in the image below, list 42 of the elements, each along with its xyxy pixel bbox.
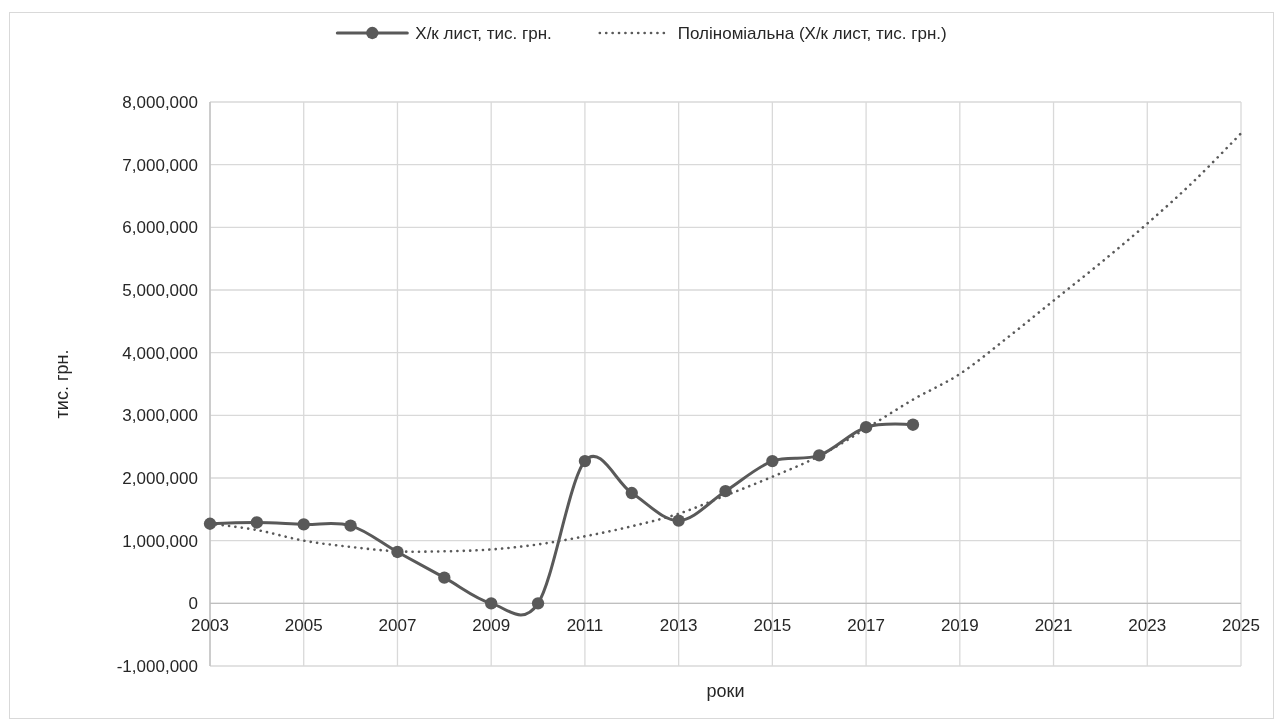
y-tick-label: 8,000,000 [122,92,198,112]
x-tick-label: 2017 [847,616,885,636]
point [719,484,732,498]
point [578,454,592,468]
y-tick-label: 3,000,000 [122,406,198,426]
y-tick-label: 6,000,000 [122,218,198,238]
point [766,454,779,468]
y-tick-label: 4,000,000 [122,343,198,363]
point [203,517,217,530]
point [250,516,264,529]
y-tick-label: 2,000,000 [122,468,198,488]
point [391,545,404,559]
x-tick-label: 2009 [472,616,511,636]
point [859,421,873,434]
y-tick-label: 5,000,000 [122,280,198,300]
point [906,418,920,431]
x-tick-label: 2005 [284,616,323,636]
x-tick-label: 2021 [1034,616,1073,636]
point [438,571,451,584]
point [531,597,545,610]
point [297,518,310,531]
y-tick-label: 0 [188,594,198,614]
point [672,514,685,527]
x-tick-label: 2003 [191,616,229,636]
x-axis-title: роки [706,681,745,702]
x-tick-label: 2007 [378,616,417,636]
point [625,486,638,500]
x-tick-label: 2011 [566,616,604,636]
x-tick-label: 2013 [659,616,698,636]
x-tick-label: 2025 [1222,616,1260,636]
legend-label: Х/к лист, тис. грн. [415,23,552,43]
x-tick-label: 2023 [1128,616,1167,636]
y-tick-label: -1,000,000 [116,656,198,676]
point [344,519,357,532]
y-tick-label: 7,000,000 [122,155,198,175]
legend-label: Поліноміальна (Х/к лист, тис. грн.) [677,23,947,43]
point [813,449,826,462]
x-tick-label: 2015 [753,616,792,636]
x-tick-label: 2019 [940,616,979,636]
y-axis-title: тис. грн. [52,349,73,419]
y-tick-label: 1,000,000 [122,531,198,551]
point [485,597,498,610]
